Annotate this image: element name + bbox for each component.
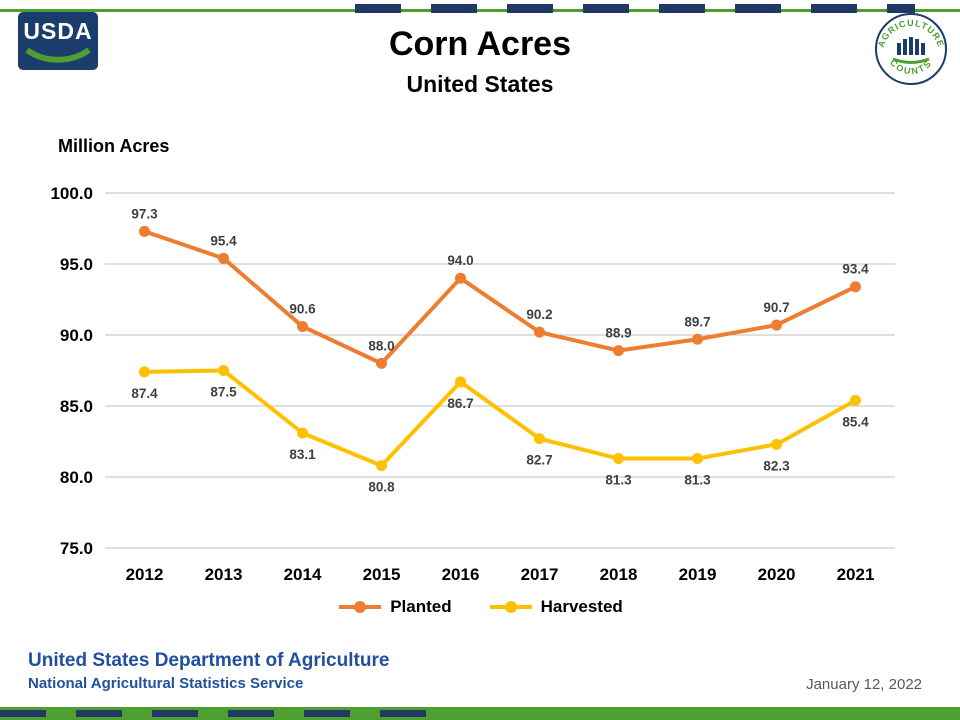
data-point <box>218 252 229 264</box>
x-tick-label: 2016 <box>442 565 480 584</box>
x-tick-label: 2017 <box>521 565 559 584</box>
series-line-planted <box>142 229 858 366</box>
data-label: 82.3 <box>763 458 790 473</box>
y-tick-label: 100.0 <box>50 184 93 203</box>
data-label: 83.1 <box>289 447 316 462</box>
data-point <box>297 320 308 332</box>
bottom-border-dashes <box>0 710 445 717</box>
top-border-dashes <box>355 4 915 13</box>
x-tick-label: 2015 <box>363 565 401 584</box>
data-point <box>692 333 703 345</box>
data-point <box>139 225 150 237</box>
data-label: 87.4 <box>131 386 158 401</box>
title-block: Corn Acres United States <box>0 25 960 98</box>
data-point <box>455 376 466 388</box>
data-point <box>139 366 150 378</box>
x-tick-label: 2019 <box>679 565 717 584</box>
planted-line-swatch-icon <box>339 601 382 613</box>
data-label: 80.8 <box>368 480 395 495</box>
usda-logo: USDA <box>18 12 98 75</box>
y-tick-label: 95.0 <box>60 255 93 274</box>
data-point <box>376 460 387 472</box>
data-point <box>218 365 229 376</box>
legend-item-harvested: Harvested <box>488 597 623 617</box>
y-tick-label: 85.0 <box>60 397 93 416</box>
x-tick-label: 2020 <box>758 565 796 584</box>
y-tick-label: 90.0 <box>60 326 93 345</box>
usda-logo-text: USDA <box>23 18 92 44</box>
data-point <box>771 438 782 450</box>
data-label: 90.2 <box>526 307 552 322</box>
y-tick-label: 80.0 <box>60 468 93 487</box>
x-tick-label: 2021 <box>837 565 875 584</box>
chart-legend: Planted Harvested <box>0 597 960 617</box>
usda-logo-graphic: USDA <box>18 12 98 70</box>
data-label: 86.7 <box>447 396 473 411</box>
y-axis-unit-label: Million Acres <box>58 136 170 156</box>
footer-org-line2: National Agricultural Statistics Service <box>28 675 304 692</box>
x-tick-label: 2013 <box>205 565 243 584</box>
page-subtitle: United States <box>406 71 554 98</box>
data-label: 88.9 <box>605 326 631 341</box>
data-point <box>297 427 308 439</box>
data-label: 88.0 <box>368 338 394 353</box>
usda-swoosh-icon <box>25 47 91 63</box>
line-chart: 100.0 95.0 90.0 85.0 80.0 75.0 2012 2013 2014 201… <box>50 184 895 584</box>
data-point <box>376 357 387 369</box>
data-point <box>534 433 545 445</box>
legend-item-planted: Planted <box>337 597 452 617</box>
x-tick-label: 2014 <box>284 565 322 584</box>
data-point <box>455 272 466 284</box>
data-point <box>850 281 861 293</box>
footer-organization: United States Department of Agriculture … <box>28 650 389 692</box>
data-label: 90.7 <box>763 300 789 315</box>
data-point <box>692 453 703 465</box>
data-label: 87.5 <box>210 385 237 400</box>
footer-org-line1: United States Department of Agriculture <box>28 650 390 671</box>
data-label: 93.4 <box>842 262 869 277</box>
data-label: 85.4 <box>842 414 869 429</box>
x-tick-label: 2012 <box>126 565 164 584</box>
data-label: 95.4 <box>210 233 237 248</box>
data-label: 81.3 <box>605 473 632 488</box>
x-tick-label: 2018 <box>600 565 638 584</box>
data-label: 90.6 <box>289 301 316 316</box>
series-line-harvested <box>142 368 858 468</box>
legend-label-harvested: Harvested <box>540 597 623 616</box>
data-point <box>613 345 624 357</box>
agriculture-counts-graphic: AGRICULTURE COUNTS <box>875 13 947 85</box>
data-point <box>613 453 624 465</box>
data-point <box>771 319 782 331</box>
harvested-line-swatch-icon <box>489 601 532 613</box>
footer-date: January 12, 2022 <box>806 676 922 693</box>
legend-label-planted: Planted <box>390 597 452 616</box>
data-point <box>534 326 545 338</box>
agriculture-counts-logo: AGRICULTURE COUNTS <box>874 12 948 91</box>
agcounts-dome-icon <box>897 37 925 55</box>
data-label: 94.0 <box>447 253 473 268</box>
agcounts-ground-icon <box>892 57 930 64</box>
data-label: 81.3 <box>684 473 711 488</box>
data-point <box>850 394 861 406</box>
data-label: 97.3 <box>131 206 158 221</box>
y-tick-label: 75.0 <box>60 539 93 558</box>
data-label: 82.7 <box>526 453 552 468</box>
page-title: Corn Acres <box>388 25 572 63</box>
data-label: 89.7 <box>684 314 710 329</box>
